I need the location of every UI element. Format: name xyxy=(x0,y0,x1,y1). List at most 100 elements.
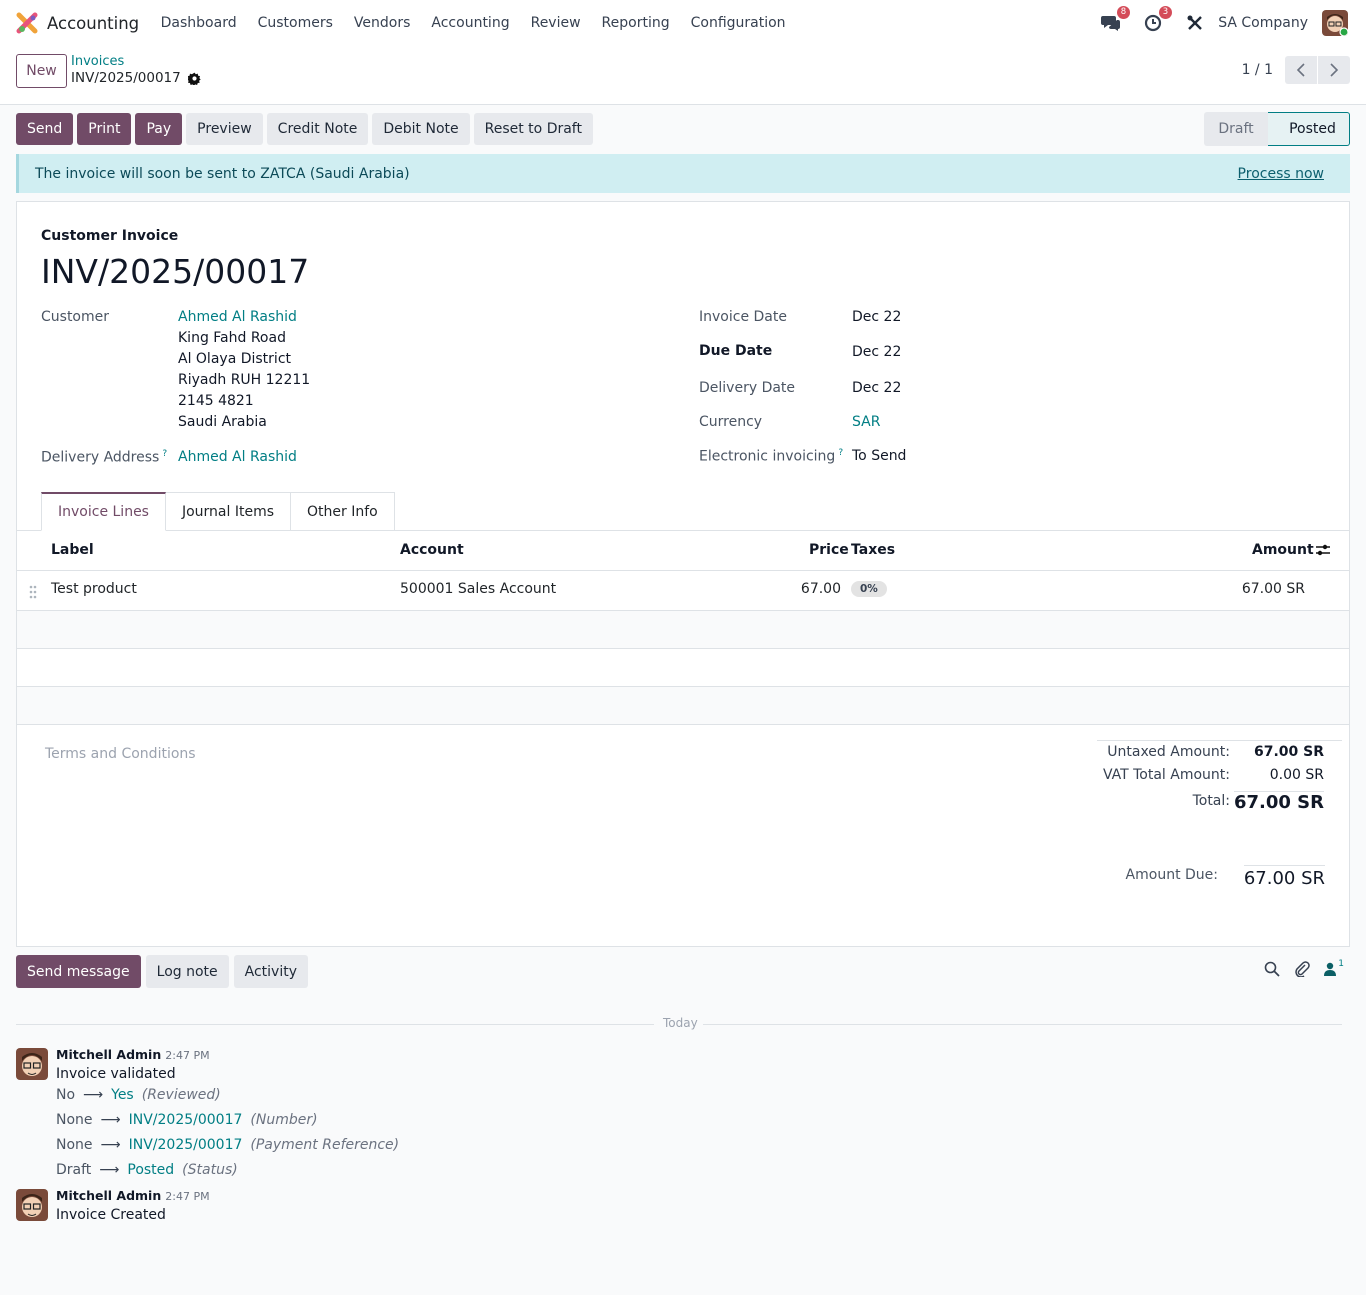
tracking-old: None xyxy=(56,1137,93,1153)
send-button[interactable]: Send xyxy=(16,113,74,145)
date-divider-line xyxy=(703,1024,1342,1025)
messages-badge: 8 xyxy=(1116,6,1131,19)
invoice-number: INV/2025/00017 xyxy=(41,252,310,291)
print-button[interactable]: Print xyxy=(77,113,132,145)
due-date-field[interactable]: Dec 22 xyxy=(852,344,902,360)
send-message-button[interactable]: Send message xyxy=(16,955,141,988)
einvoice-label: Electronic invoicing? xyxy=(699,448,844,465)
line-label[interactable]: Test product xyxy=(51,581,137,597)
log-note-button[interactable]: Log note xyxy=(145,955,229,988)
followers-count: 1 xyxy=(1338,959,1344,969)
invoice-date-field[interactable]: Dec 22 xyxy=(852,309,902,325)
delivery-address-field[interactable]: Ahmed Al Rashid xyxy=(178,449,297,465)
tracking-line: Draft ⟶ Posted (Status) xyxy=(56,1162,238,1178)
currency-label: Currency xyxy=(699,414,763,430)
avatar[interactable] xyxy=(16,1048,48,1080)
invoice-date-label: Invoice Date xyxy=(699,309,787,325)
record-pager: 1 / 1 xyxy=(1242,56,1350,84)
message-author[interactable]: Mitchell Admin 2:47 PM xyxy=(56,1188,210,1203)
invoice-sheet: Customer Invoice INV/2025/00017 Customer… xyxy=(16,201,1350,947)
arrow-right-icon: ⟶ xyxy=(99,1162,120,1178)
tracking-new: Posted xyxy=(127,1162,175,1178)
column-amount[interactable]: Amount xyxy=(1252,542,1314,558)
currency-field[interactable]: SAR xyxy=(852,414,881,430)
menu-dashboard[interactable]: Dashboard xyxy=(160,15,237,31)
gear-icon[interactable] xyxy=(187,72,201,85)
column-price[interactable]: Price xyxy=(809,542,849,558)
customer-field[interactable]: Ahmed Al Rashid xyxy=(178,309,297,325)
reset-to-draft-button[interactable]: Reset to Draft xyxy=(473,113,593,145)
terms-and-conditions-field[interactable]: Terms and Conditions xyxy=(45,746,196,762)
status-draft[interactable]: Draft xyxy=(1204,112,1268,146)
breadcrumb-current-label: INV/2025/00017 xyxy=(71,70,181,86)
user-avatar[interactable] xyxy=(1322,10,1348,36)
line-price[interactable]: 67.00 xyxy=(800,581,841,597)
app-name[interactable]: Accounting xyxy=(47,13,140,33)
menu-review[interactable]: Review xyxy=(530,15,581,31)
menu-reporting[interactable]: Reporting xyxy=(601,15,670,31)
tab-invoice-lines[interactable]: Invoice Lines xyxy=(41,492,166,531)
preview-button[interactable]: Preview xyxy=(186,113,263,145)
tracking-field: (Payment Reference) xyxy=(250,1137,400,1153)
search-icon[interactable] xyxy=(1264,961,1280,977)
amount-due-label: Amount Due: xyxy=(1125,867,1218,883)
tracking-new: INV/2025/00017 xyxy=(128,1137,243,1153)
menu-vendors[interactable]: Vendors xyxy=(353,15,411,31)
drag-handle-icon[interactable] xyxy=(29,585,37,603)
total-label: Total: xyxy=(1192,793,1230,809)
line-account[interactable]: 500001 Sales Account xyxy=(400,581,557,597)
pager-previous-button[interactable] xyxy=(1285,56,1317,84)
arrow-right-icon: ⟶ xyxy=(100,1137,121,1153)
tab-other-info[interactable]: Other Info xyxy=(290,492,395,530)
avatar[interactable] xyxy=(16,1189,48,1221)
activities-badge: 3 xyxy=(1158,6,1173,19)
tracking-new: Yes xyxy=(111,1087,134,1103)
menu-customers[interactable]: Customers xyxy=(257,15,333,31)
table-row[interactable]: Test product 500001 Sales Account 67.00 … xyxy=(17,571,1349,611)
breadcrumb-invoices[interactable]: Invoices xyxy=(71,54,125,69)
help-icon[interactable]: ? xyxy=(838,448,844,458)
odoo-logo-icon[interactable] xyxy=(16,12,38,34)
column-taxes[interactable]: Taxes xyxy=(851,542,896,558)
debit-note-button[interactable]: Debit Note xyxy=(372,113,470,145)
clock-icon xyxy=(1145,14,1162,32)
tools-icon[interactable] xyxy=(1184,12,1206,34)
menu-configuration[interactable]: Configuration xyxy=(690,15,786,31)
company-switcher[interactable]: SA Company xyxy=(1218,15,1308,31)
paperclip-icon[interactable] xyxy=(1294,961,1311,977)
column-settings-icon[interactable] xyxy=(1315,543,1331,561)
messaging-menu[interactable]: 8 xyxy=(1100,6,1131,34)
credit-note-button[interactable]: Credit Note xyxy=(266,113,369,145)
activity-button[interactable]: Activity xyxy=(233,955,308,988)
chevron-right-icon xyxy=(1330,63,1339,77)
pay-button[interactable]: Pay xyxy=(135,113,183,145)
status-posted[interactable]: Posted xyxy=(1268,112,1350,146)
address-line: King Fahd Road xyxy=(178,330,286,346)
tab-journal-items[interactable]: Journal Items xyxy=(164,492,292,530)
customer-label: Customer xyxy=(41,309,110,325)
breadcrumb-current: INV/2025/00017 xyxy=(71,70,201,86)
tracking-field: (Number) xyxy=(250,1112,318,1128)
due-date-label: Due Date xyxy=(699,343,773,359)
help-icon[interactable]: ? xyxy=(162,449,168,459)
message-author[interactable]: Mitchell Admin 2:47 PM xyxy=(56,1047,210,1062)
process-now-link[interactable]: Process now xyxy=(1237,165,1324,182)
column-label[interactable]: Label xyxy=(51,542,94,558)
column-account[interactable]: Account xyxy=(400,542,464,558)
date-divider-label: Today xyxy=(663,1016,698,1030)
vat-total-label: VAT Total Amount: xyxy=(1102,767,1230,783)
top-navbar: Accounting Dashboard Customers Vendors A… xyxy=(0,0,1366,46)
notebook-tabs: Invoice Lines Journal Items Other Info xyxy=(41,492,395,531)
new-button[interactable]: New xyxy=(16,54,67,88)
message-body: Invoice validated xyxy=(56,1066,176,1082)
arrow-right-icon: ⟶ xyxy=(83,1087,104,1103)
systray: 8 3 SA Company xyxy=(1080,0,1348,46)
address-line: Saudi Arabia xyxy=(178,414,267,430)
activity-menu[interactable]: 3 xyxy=(1142,6,1173,34)
untaxed-amount-label: Untaxed Amount: xyxy=(1107,744,1230,760)
pager-value[interactable]: 1 / 1 xyxy=(1241,62,1273,78)
followers-button[interactable]: 1 xyxy=(1324,959,1344,976)
delivery-date-field[interactable]: Dec 22 xyxy=(852,380,902,396)
menu-accounting[interactable]: Accounting xyxy=(431,15,510,31)
pager-next-button[interactable] xyxy=(1318,56,1350,84)
